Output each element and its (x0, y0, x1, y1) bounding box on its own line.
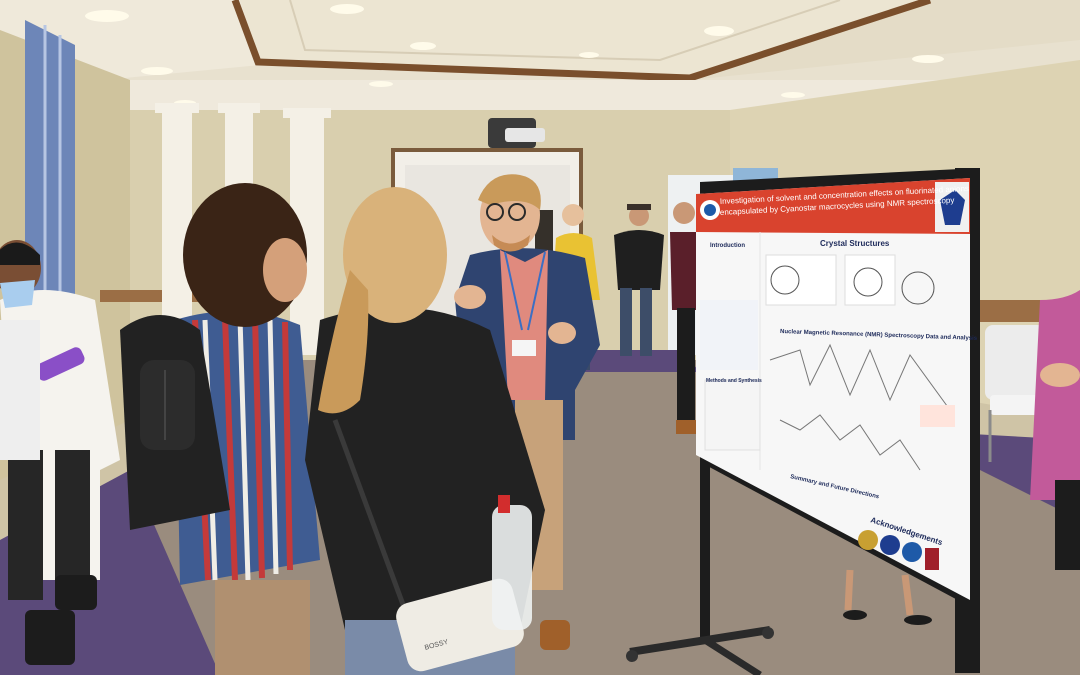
person-black-tshirt (614, 204, 664, 356)
legs-behind-board (843, 569, 932, 625)
section-introduction: Introduction (710, 243, 745, 249)
research-poster (696, 178, 970, 600)
student-curly-hair (120, 183, 320, 675)
section-methods: Methods and Synthesis (706, 378, 762, 384)
student-blonde: BOSSY (305, 187, 545, 675)
section-crystal-structures: Crystal Structures (820, 239, 890, 248)
person-far-right (1030, 290, 1080, 570)
person-left-masked (0, 240, 120, 665)
chairs (985, 325, 1045, 462)
projector (488, 118, 545, 148)
person-maroon-shirt (670, 202, 700, 434)
ceiling-lights (85, 4, 944, 106)
